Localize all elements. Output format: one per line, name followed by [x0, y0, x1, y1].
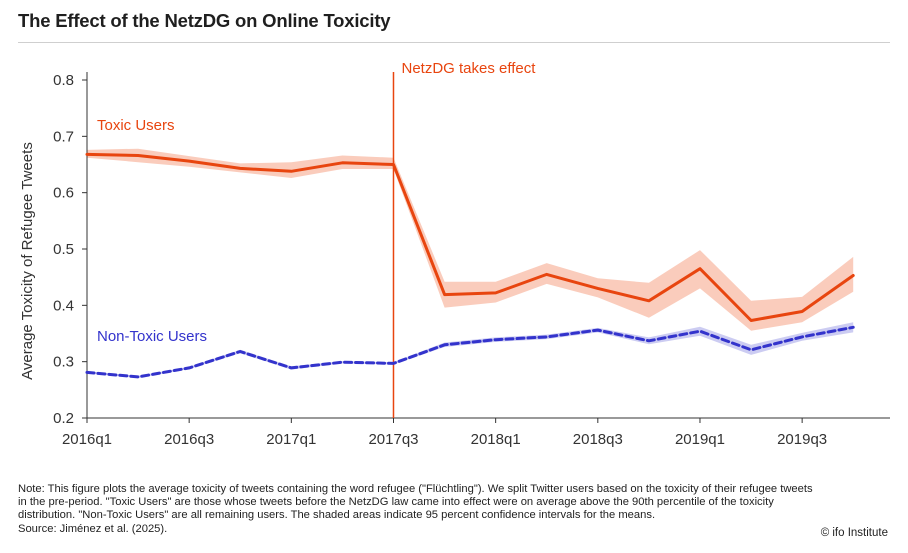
y-tick-label: 0.4: [53, 297, 74, 314]
x-tick-label: 2018q3: [573, 431, 623, 448]
ci-band-toxic: [87, 148, 854, 331]
note-text: Note: This figure plots the average toxi…: [18, 483, 813, 522]
series-label-toxic: Toxic Users: [97, 117, 175, 134]
y-tick-label: 0.5: [53, 241, 74, 258]
line-chart: 0.2 0.3 0.4 0.5 0.6 0.7 0.8 2016q1 2016q3 2017q1 2…: [19, 60, 890, 448]
series-line-toxic: [85, 152, 855, 322]
y-tick-label: 0.6: [53, 185, 74, 202]
x-tick-label: 2019q1: [675, 431, 725, 448]
y-tick-label: 0.7: [53, 128, 74, 145]
x-tick-label: 2018q1: [471, 431, 521, 448]
x-tick-label: 2017q3: [368, 431, 418, 448]
axes-layer: 0.2 0.3 0.4 0.5 0.6 0.7 0.8 2016q1 2016q3 2017q1 2…: [19, 72, 890, 448]
title-divider: [18, 42, 890, 43]
y-tick-label: 0.2: [53, 410, 74, 427]
series-label-nontoxic: Non-Toxic Users: [97, 328, 207, 345]
chart-title: The Effect of the NetzDG on Online Toxic…: [18, 10, 391, 31]
x-tick-label: 2019q3: [777, 431, 827, 448]
y-tick-label: 0.8: [53, 72, 74, 89]
event-layer: NetzDG takes effect: [392, 60, 536, 418]
copyright-credit: © ifo Institute: [820, 527, 888, 539]
label-layer: Toxic Users Non-Toxic Users: [97, 117, 207, 345]
x-tick-label: 2017q1: [266, 431, 316, 448]
x-tick-label: 2016q1: [62, 431, 112, 448]
series-line-layer: [85, 152, 855, 379]
y-tick-label: 0.3: [53, 354, 74, 371]
y-axis-label: Average Toxicity of Refugee Tweets: [19, 142, 36, 380]
event-annotation: NetzDG takes effect: [401, 60, 536, 77]
series-line-nontoxic: [85, 325, 855, 379]
source-text: Source: Jiménez et al. (2025).: [18, 522, 168, 535]
figure-note: Note: This figure plots the average toxi…: [18, 483, 818, 536]
x-tick-label: 2016q3: [164, 431, 214, 448]
